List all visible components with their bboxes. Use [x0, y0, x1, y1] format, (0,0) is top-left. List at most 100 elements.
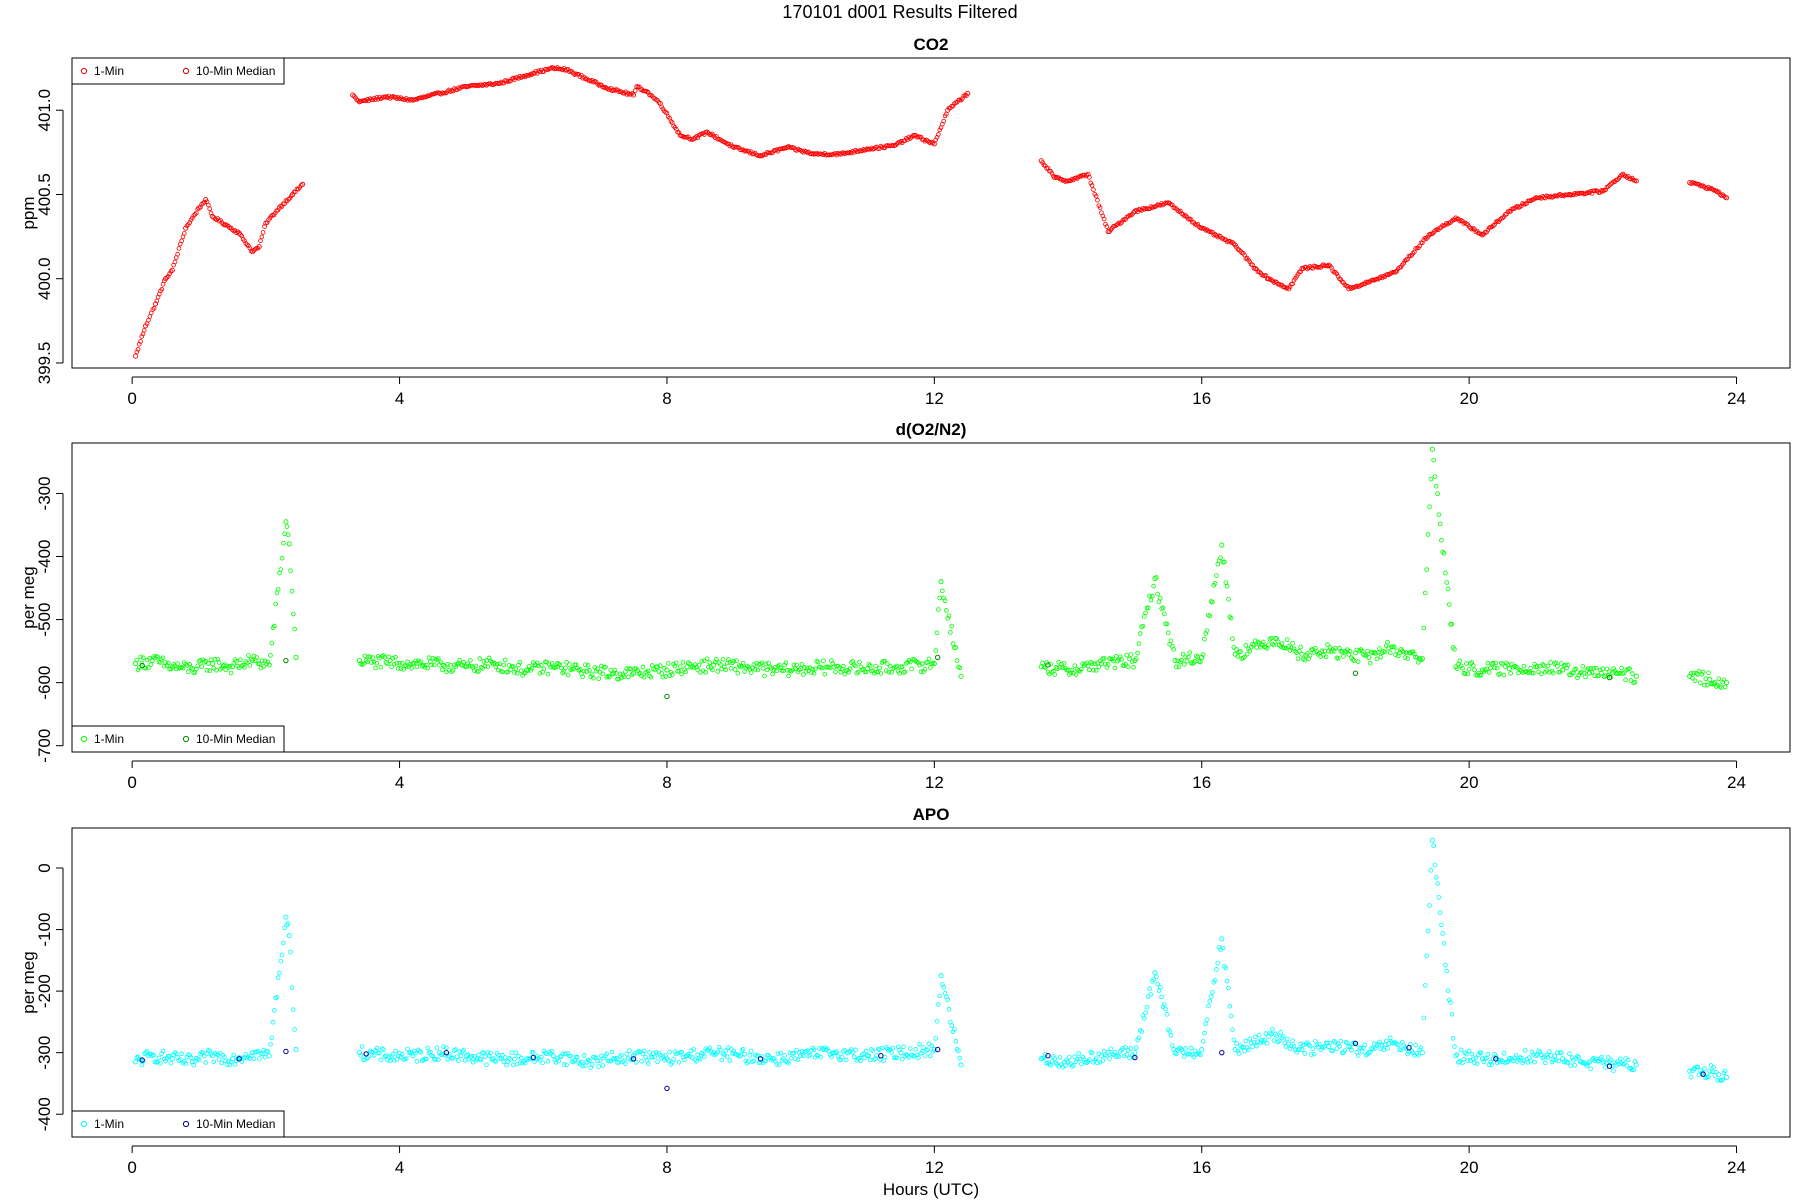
- one-min-point: [189, 1059, 195, 1065]
- trace-point: [1133, 1045, 1139, 1050]
- one-min-point: [1506, 666, 1512, 672]
- trace-point: [867, 1057, 873, 1063]
- trace-point: [238, 232, 243, 237]
- trace-point: [1589, 669, 1595, 675]
- one-min-point: [1219, 542, 1225, 548]
- trace-point: [1168, 638, 1174, 644]
- trace-point: [373, 665, 378, 671]
- trace-point: [1405, 656, 1410, 661]
- trace-point: [393, 1048, 398, 1054]
- trace-point: [484, 1062, 489, 1068]
- trace-point: [1251, 642, 1257, 648]
- trace-point: [748, 1048, 754, 1054]
- one-min-point: [1199, 225, 1205, 231]
- trace-point: [1141, 1016, 1147, 1021]
- trace-point: [1215, 960, 1221, 966]
- trace-point: [683, 669, 688, 675]
- trace-point: [251, 1056, 257, 1062]
- trace-point: [1414, 655, 1420, 660]
- trace-point: [885, 1046, 890, 1052]
- trace-point: [1501, 214, 1507, 220]
- trace-point: [1603, 673, 1608, 678]
- trace-point: [720, 656, 726, 662]
- trace-point: [1224, 583, 1230, 589]
- one-min-point: [610, 1056, 617, 1062]
- trace-point: [565, 672, 571, 678]
- trace-point: [1526, 669, 1532, 675]
- trace-point: [358, 1053, 364, 1058]
- trace-point: [683, 135, 688, 140]
- trace-point: [1258, 1040, 1263, 1046]
- trace-point: [1095, 1060, 1100, 1066]
- trace-point: [397, 1050, 402, 1056]
- trace-point: [168, 269, 174, 274]
- x-tick-label: 16: [1192, 389, 1211, 408]
- trace-point: [933, 1036, 938, 1041]
- trace-point: [454, 1054, 460, 1059]
- trace-point: [247, 663, 253, 668]
- trace-point: [214, 668, 219, 673]
- one-min-point: [209, 661, 215, 667]
- trace-point: [1520, 1060, 1525, 1066]
- trace-point: [1402, 655, 1408, 660]
- trace-point: [259, 234, 265, 240]
- trace-point: [936, 607, 941, 612]
- trace-point: [1337, 646, 1342, 651]
- x-tick-label: 8: [662, 773, 671, 792]
- trace-point: [1539, 671, 1544, 677]
- trace-point: [1286, 1041, 1291, 1047]
- trace-point: [1323, 654, 1329, 660]
- trace-point: [1289, 645, 1294, 651]
- trace-point: [1202, 1030, 1207, 1036]
- trace-point: [1087, 667, 1092, 673]
- trace-point: [889, 1050, 894, 1055]
- trace-point: [1171, 647, 1176, 652]
- trace-point: [899, 1056, 905, 1062]
- trace-point: [257, 661, 262, 667]
- one-min-point: [610, 87, 617, 93]
- trace-point: [450, 1056, 456, 1061]
- trace-point: [203, 1060, 208, 1065]
- trace-point: [1492, 665, 1497, 671]
- trace-point: [1355, 659, 1361, 664]
- trace-point: [942, 598, 948, 603]
- one-min-point: [1085, 171, 1091, 177]
- trace-point: [1497, 671, 1503, 677]
- trace-point: [752, 1052, 758, 1058]
- one-min-point: [1366, 654, 1372, 660]
- trace-point: [632, 88, 638, 93]
- trace-point: [937, 595, 942, 601]
- one-min-point: [1232, 242, 1238, 248]
- one-min-point: [1386, 645, 1392, 651]
- one-min-point: [169, 1056, 175, 1062]
- trace-point: [1512, 1055, 1517, 1061]
- trace-point: [648, 674, 654, 680]
- trace-point: [1553, 1057, 1559, 1063]
- trace-point: [763, 661, 769, 667]
- one-min-point: [711, 662, 717, 668]
- trace-point: [879, 660, 885, 665]
- trace-point: [466, 663, 472, 669]
- trace-point: [1385, 639, 1390, 645]
- trace-point: [1148, 992, 1154, 997]
- trace-point: [1311, 1051, 1317, 1057]
- trace-point: [1231, 241, 1237, 247]
- trace-point: [1601, 674, 1607, 680]
- trace-point: [1105, 662, 1111, 667]
- trace-point: [1532, 661, 1537, 667]
- trace-point: [694, 1059, 699, 1064]
- one-min-point: [1299, 651, 1305, 657]
- trace-point: [255, 245, 261, 251]
- trace-point: [385, 661, 390, 667]
- trace-point: [1297, 1046, 1302, 1052]
- trace-point: [739, 1048, 745, 1053]
- trace-point: [934, 1018, 940, 1024]
- trace-point: [291, 189, 297, 195]
- one-min-point: [630, 92, 637, 98]
- trace-point: [1365, 648, 1370, 654]
- plot-frame: [71, 442, 1791, 753]
- trace-point: [576, 71, 582, 77]
- trace-point: [1528, 665, 1533, 671]
- trace-point: [1121, 1053, 1127, 1059]
- trace-point: [957, 665, 963, 671]
